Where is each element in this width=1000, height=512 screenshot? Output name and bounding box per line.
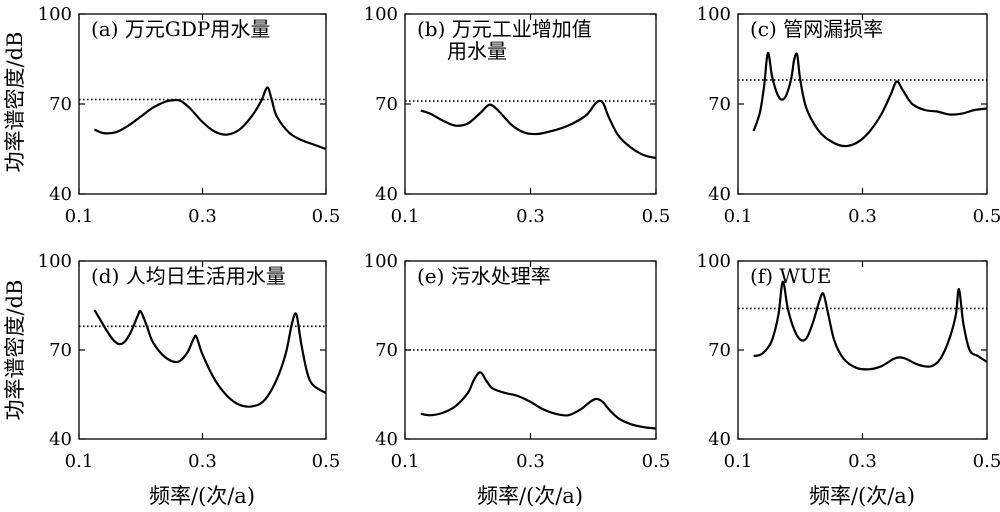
y-tick-label: 40 bbox=[375, 184, 398, 205]
y-tick-label: 100 bbox=[364, 4, 398, 25]
y-tick-label: 40 bbox=[49, 184, 72, 205]
y-tick-label: 40 bbox=[49, 429, 72, 450]
panel-title: (f) WUE bbox=[750, 264, 831, 288]
y-tick-label: 40 bbox=[708, 429, 731, 450]
spectrum-line bbox=[753, 280, 988, 371]
y-tick-label: 70 bbox=[708, 340, 731, 361]
x-tick-label: 0.5 bbox=[973, 206, 1000, 227]
x-tick-label: 0.5 bbox=[642, 206, 671, 227]
x-tick-label: 0.3 bbox=[188, 206, 217, 227]
x-tick-label: 0.1 bbox=[65, 206, 94, 227]
spectrum-line bbox=[752, 51, 988, 148]
panel-title: (d) 人均日生活用水量 bbox=[91, 264, 286, 288]
spectrum-line bbox=[420, 371, 657, 430]
y-tick-label: 70 bbox=[708, 94, 731, 115]
panel-e: 0.1 0.3 0.5 40 70 100 (e) 污水处理率 bbox=[364, 251, 671, 472]
panel-a: 0.1 0.3 0.5 40 70 100 (a) 万元GDP用水量 bbox=[38, 4, 341, 227]
spectrum-line bbox=[93, 309, 327, 408]
panel-title: (e) 污水处理率 bbox=[417, 264, 551, 288]
panel-d: 0.1 0.3 0.5 40 70 100 (d) 人均日生活用水量 bbox=[38, 251, 341, 472]
spectrum-line bbox=[420, 99, 657, 160]
panel-title: (b) 万元工业增加值 bbox=[417, 17, 592, 41]
xlabel-right: 频率/(次/a) bbox=[809, 484, 915, 508]
panel-f: 0.1 0.3 0.5 40 70 100 (f) WUE bbox=[697, 251, 1000, 472]
xlabel-left: 频率/(次/a) bbox=[149, 484, 255, 508]
x-tick-label: 0.5 bbox=[312, 206, 341, 227]
panel-title: (c) 管网漏损率 bbox=[750, 17, 883, 41]
x-tick-label: 0.3 bbox=[848, 206, 877, 227]
x-tick-label: 0.5 bbox=[973, 451, 1000, 472]
x-tick-label: 0.3 bbox=[516, 206, 545, 227]
panel-title: (a) 万元GDP用水量 bbox=[91, 17, 270, 41]
x-tick-label: 0.3 bbox=[188, 451, 217, 472]
x-tick-label: 0.5 bbox=[642, 451, 671, 472]
x-tick-label: 0.1 bbox=[391, 451, 420, 472]
panel-c: 0.1 0.3 0.5 40 70 100 (c) 管网漏损率 bbox=[697, 4, 1000, 227]
y-tick-label: 100 bbox=[38, 251, 72, 272]
x-tick-label: 0.1 bbox=[724, 206, 753, 227]
plot-frame bbox=[78, 13, 327, 195]
y-tick-label: 40 bbox=[375, 429, 398, 450]
y-tick-label: 100 bbox=[697, 4, 731, 25]
y-tick-label: 70 bbox=[49, 94, 72, 115]
plot-frame bbox=[404, 13, 657, 195]
x-tick-label: 0.1 bbox=[65, 451, 94, 472]
xlabel-middle: 频率/(次/a) bbox=[477, 484, 583, 508]
x-tick-label: 0.3 bbox=[516, 451, 545, 472]
x-tick-label: 0.1 bbox=[724, 451, 753, 472]
panel-title: 用水量 bbox=[447, 39, 507, 63]
y-tick-label: 100 bbox=[364, 251, 398, 272]
y-tick-label: 40 bbox=[708, 184, 731, 205]
ylabel-bottom: 功率谱密度/dB bbox=[3, 280, 27, 421]
y-tick-label: 70 bbox=[375, 94, 398, 115]
y-tick-label: 70 bbox=[49, 340, 72, 361]
x-tick-label: 0.5 bbox=[312, 451, 341, 472]
spectrum-line bbox=[93, 86, 327, 151]
ylabel-top: 功率谱密度/dB bbox=[3, 32, 27, 173]
y-tick-label: 70 bbox=[375, 340, 398, 361]
panels: 0.1 0.3 0.5 40 70 100 (a) 万元GDP用水量 0.1 0.3 0.5 40 7… bbox=[38, 4, 1000, 472]
y-tick-label: 100 bbox=[697, 251, 731, 272]
x-tick-label: 0.1 bbox=[391, 206, 420, 227]
x-tick-label: 0.3 bbox=[848, 451, 877, 472]
plot-frame bbox=[737, 13, 988, 195]
y-tick-label: 100 bbox=[38, 4, 72, 25]
